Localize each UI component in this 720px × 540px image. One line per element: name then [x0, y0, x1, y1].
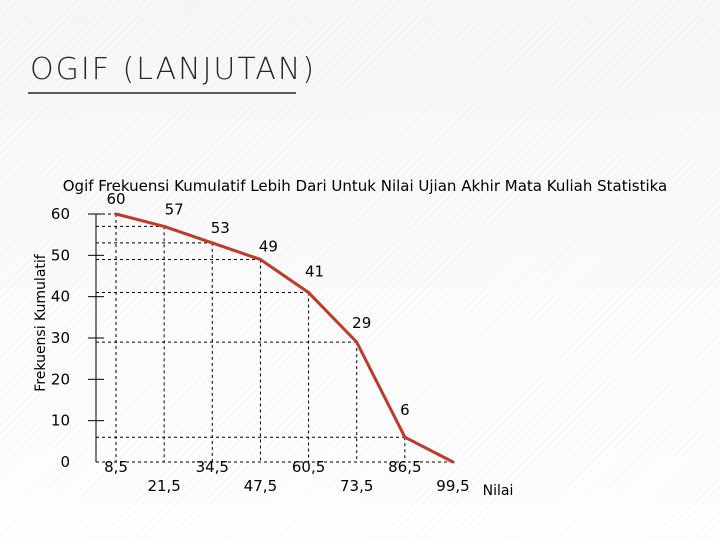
x-tick-label: 60,5	[292, 458, 325, 476]
slide-title: OGIF (LANJUTAN)	[30, 52, 317, 87]
x-tick-label: 73,5	[340, 477, 373, 495]
data-label: 49	[259, 237, 278, 255]
data-point	[162, 224, 166, 228]
x-tick-label: 8,5	[104, 458, 128, 476]
data-label: 6	[400, 401, 410, 419]
y-tick-label: 60	[51, 205, 70, 223]
data-point	[210, 241, 214, 245]
data-label: 41	[305, 263, 324, 281]
data-point	[451, 460, 455, 464]
y-tick-label: 40	[51, 288, 70, 306]
y-tick-label: 0	[60, 453, 70, 471]
x-tick-label: 21,5	[147, 477, 180, 495]
data-point	[114, 212, 118, 216]
chart-title: Ogif Frekuensi Kumulatif Lebih Dari Untu…	[63, 177, 668, 195]
y-tick-label: 50	[51, 246, 70, 264]
data-point	[355, 340, 359, 344]
ogive-series-line	[115, 212, 454, 464]
y-tick-label: 30	[51, 329, 70, 347]
data-label: 53	[211, 219, 230, 237]
data-point	[403, 435, 407, 439]
x-axis-title: Nilai	[483, 483, 514, 499]
data-label: 57	[165, 200, 184, 218]
data-label: 60	[106, 190, 125, 208]
x-tick-label: 47,5	[244, 477, 277, 495]
x-tick-label: 34,5	[196, 458, 229, 476]
title-underline	[28, 92, 296, 94]
data-point	[307, 291, 311, 295]
data-label: 29	[352, 314, 371, 332]
x-tick-label: 86,5	[388, 458, 421, 476]
y-tick-label: 10	[51, 412, 70, 430]
y-axis-title: Frekuensi Kumulatif	[33, 253, 49, 391]
y-tick-label: 20	[51, 370, 70, 388]
data-point	[258, 257, 262, 261]
x-tick-label: 99,5	[436, 477, 469, 495]
